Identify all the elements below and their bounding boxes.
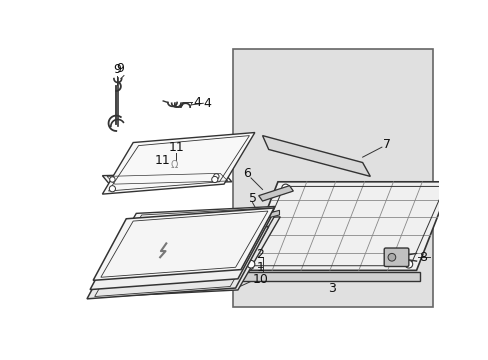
- Polygon shape: [87, 226, 268, 299]
- Polygon shape: [91, 217, 280, 297]
- Text: 6: 6: [243, 167, 250, 180]
- Polygon shape: [102, 172, 231, 185]
- Polygon shape: [93, 208, 274, 280]
- Text: 10: 10: [252, 273, 267, 286]
- Circle shape: [387, 253, 395, 261]
- Circle shape: [281, 184, 289, 192]
- Polygon shape: [258, 186, 293, 201]
- Text: 2: 2: [256, 248, 264, 261]
- Polygon shape: [239, 272, 420, 281]
- Circle shape: [246, 260, 254, 268]
- Text: 1: 1: [256, 261, 264, 274]
- Circle shape: [439, 184, 447, 192]
- Polygon shape: [98, 206, 274, 280]
- Text: 8: 8: [418, 251, 426, 264]
- Polygon shape: [102, 132, 254, 194]
- Text: 9: 9: [116, 62, 124, 75]
- FancyBboxPatch shape: [233, 49, 432, 306]
- Text: 3: 3: [327, 282, 335, 294]
- Polygon shape: [262, 136, 369, 176]
- Polygon shape: [243, 182, 450, 270]
- Polygon shape: [256, 210, 279, 221]
- Text: 11: 11: [154, 154, 170, 167]
- Text: 9: 9: [113, 63, 121, 76]
- Circle shape: [109, 186, 115, 192]
- Text: 7: 7: [383, 138, 390, 151]
- Text: 5: 5: [248, 192, 256, 205]
- Text: 4: 4: [203, 97, 211, 110]
- Polygon shape: [95, 212, 277, 288]
- Text: Ω: Ω: [170, 160, 177, 170]
- FancyBboxPatch shape: [384, 248, 408, 266]
- Text: 11: 11: [168, 141, 184, 154]
- Circle shape: [404, 260, 412, 268]
- Text: 4: 4: [193, 96, 201, 109]
- Circle shape: [213, 174, 219, 179]
- Circle shape: [109, 177, 115, 182]
- Circle shape: [211, 176, 218, 183]
- Polygon shape: [90, 217, 270, 289]
